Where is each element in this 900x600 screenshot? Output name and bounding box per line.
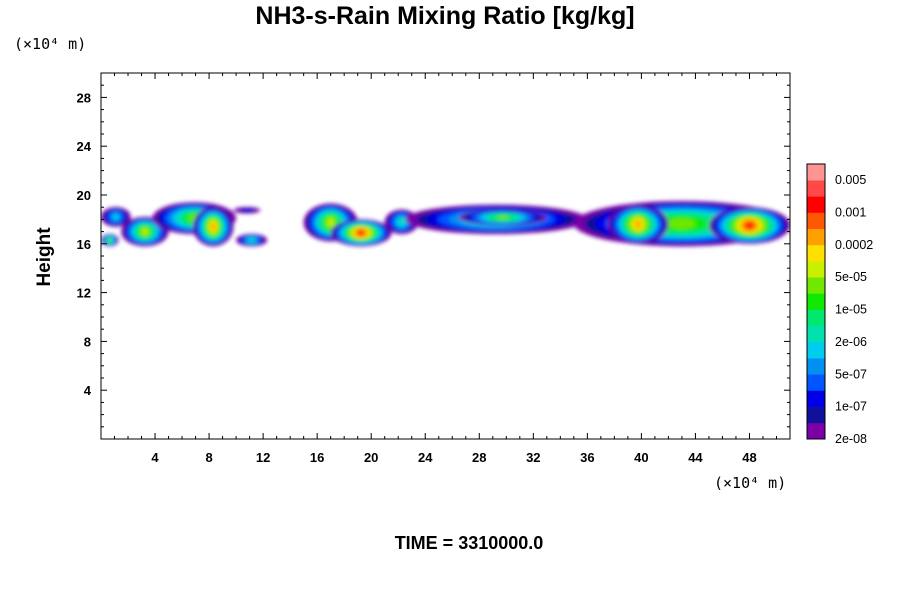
colorbar-label: 2e-06 [835, 335, 867, 349]
x-tick-label: 16 [310, 450, 324, 465]
y-tick-label: 4 [84, 383, 92, 398]
colorbar-label: 2e-08 [835, 432, 867, 446]
colorbar-swatch [807, 277, 825, 294]
x-tick-label: 32 [526, 450, 540, 465]
colorbar-swatch [807, 261, 825, 278]
heatmap-field [101, 201, 790, 247]
cloud-contour [241, 208, 253, 212]
colorbar-swatch [807, 180, 825, 197]
x-tick-label: 28 [472, 450, 486, 465]
y-tick-label: 28 [77, 90, 91, 105]
cloud-contour [211, 222, 216, 231]
time-label: TIME = 3310000.0 [395, 533, 544, 553]
cloud-contour [358, 230, 364, 236]
y-tick-label: 8 [84, 334, 91, 349]
colorbar-label: 0.005 [835, 173, 866, 187]
cloud-contour [142, 228, 148, 235]
cloud-contour [112, 213, 119, 221]
x-tick-label: 36 [580, 450, 594, 465]
colorbar-frame [806, 163, 826, 440]
cloud-contour [668, 218, 696, 229]
x-tick-label: 48 [742, 450, 756, 465]
x-tick-label: 44 [688, 450, 703, 465]
x-axis-unit: (×10⁴ m) [714, 474, 786, 492]
cloud-contour [635, 220, 641, 229]
colorbar-label: 0.0002 [835, 238, 873, 252]
colorbar-swatch [807, 309, 825, 327]
colorbar-swatch [807, 390, 825, 407]
x-tick-label: 4 [151, 450, 159, 465]
x-axis: 4 8 12 16 20 24 28 32 36 40 44 48 [114, 73, 777, 465]
colorbar: 0.005 0.001 0.0002 5e-05 1e-05 2e-06 5e-07 1e-0… [806, 163, 873, 446]
y-axis: 4 8 12 16 20 24 28 [77, 84, 790, 428]
cloud-contour [327, 218, 334, 227]
colorbar-swatch [807, 325, 825, 343]
y-tick-label: 16 [77, 237, 91, 252]
colorbar-label: 5e-05 [835, 270, 867, 284]
y-tick-label: 12 [77, 286, 91, 301]
cloud-contour [497, 215, 509, 220]
colorbar-label: 1e-07 [835, 400, 867, 414]
y-axis-label: Height [34, 227, 55, 287]
colorbar-swatch [807, 406, 825, 424]
x-tick-label: 20 [364, 450, 378, 465]
y-tick-label: 24 [77, 139, 92, 154]
colorbar-label: 0.001 [835, 206, 866, 220]
cloud-contour [746, 222, 753, 229]
cloud-contour [108, 238, 111, 242]
cloud-contour [398, 218, 405, 226]
colorbar-swatch [807, 374, 825, 391]
chart-title: NH3-s-Rain Mixing Ratio [kg/kg] [255, 2, 634, 30]
colorbar-swatch [807, 212, 825, 230]
colorbar-swatch [807, 358, 825, 375]
x-tick-label: 24 [418, 450, 433, 465]
colorbar-label: 1e-05 [835, 303, 867, 317]
colorbar-swatch [807, 244, 825, 262]
colorbar-swatch [807, 293, 825, 310]
cloud-contour [248, 238, 255, 242]
y-tick-label: 20 [77, 188, 91, 203]
colorbar-swatch [807, 341, 825, 359]
x-tick-label: 12 [256, 450, 270, 465]
colorbar-swatch [807, 422, 825, 440]
y-axis-unit: (×10⁴ m) [14, 35, 86, 53]
plot-frame [100, 72, 791, 440]
colorbar-swatch [807, 164, 825, 181]
colorbar-swatch [807, 196, 825, 213]
colorbar-label: 5e-07 [835, 367, 867, 381]
colorbar-swatch [807, 228, 825, 246]
x-tick-label: 40 [634, 450, 648, 465]
x-tick-label: 8 [205, 450, 212, 465]
